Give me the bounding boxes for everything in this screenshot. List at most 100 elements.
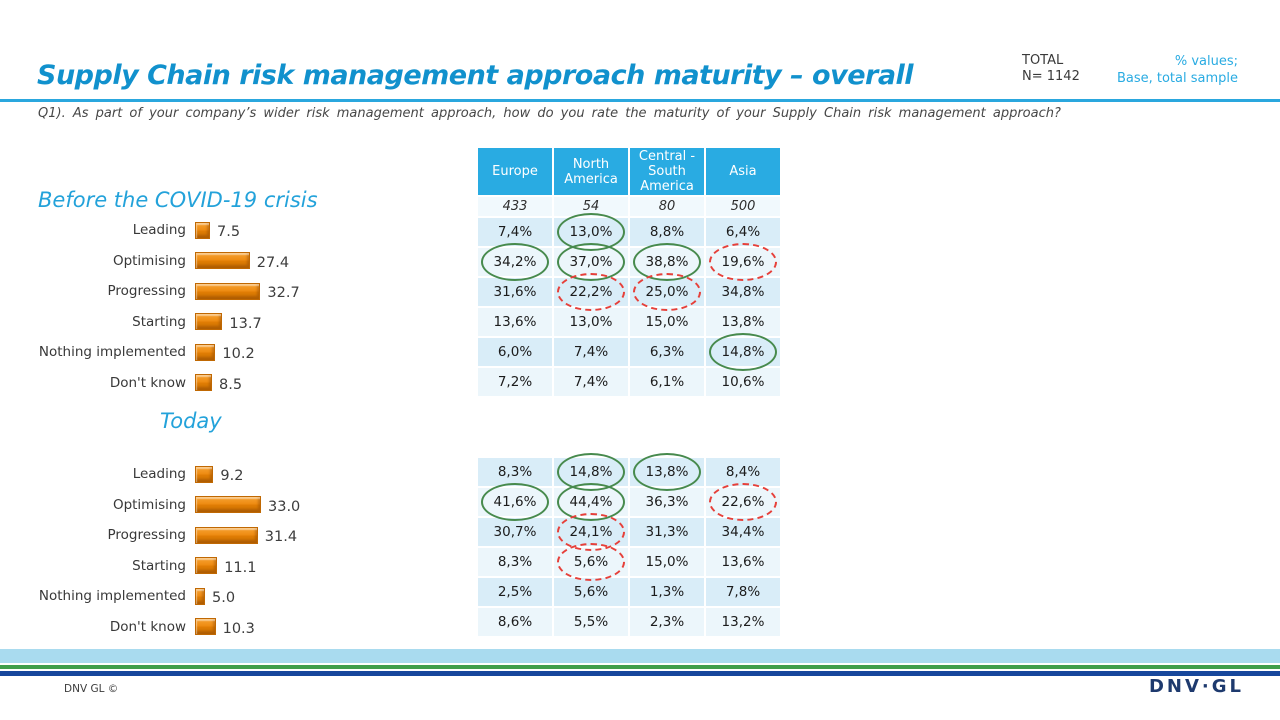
page-title: Supply Chain risk management approach ma… (37, 60, 914, 91)
cell-value: 13,0% (569, 224, 613, 240)
table-cell: 22,2% (554, 273, 628, 311)
values-note-line2: Base, total sample (1116, 71, 1238, 86)
table-cell: 30,7% (478, 518, 552, 546)
bar-label: Optimising (112, 252, 186, 269)
table-cell: 7,2% (478, 368, 552, 396)
cell-value: 22,2% (569, 284, 613, 300)
bar-label: Nothing implemented (38, 344, 186, 361)
table-cell: 13,0% (554, 213, 628, 251)
cell-value: 7,4% (573, 344, 609, 360)
column-header: Asia (706, 148, 780, 195)
cell-value: 8,8% (649, 224, 685, 240)
cell-value: 25,0% (645, 284, 689, 300)
bar-value-label: 8.5 (219, 376, 243, 393)
footer-stripe-green (0, 665, 1280, 669)
table-cell: 6,4% (706, 218, 780, 246)
chart-row: Nothing implemented 5.0 (30, 581, 475, 612)
bar-chart-today: Leading 9.2 Optimising 33.0 Progressing 31.4 S… (30, 459, 475, 642)
table-cell: 13,6% (706, 548, 780, 576)
chart-row: Leading 9.2 (30, 459, 475, 490)
table-cell: 10,6% (706, 368, 780, 396)
table-cell: 13,0% (554, 308, 628, 336)
table-cell: 14,8% (554, 453, 628, 491)
cell-value: 34,4% (721, 524, 765, 540)
cell-value: 30,7% (493, 524, 537, 540)
bar-value-label: 11.1 (224, 559, 257, 576)
bar-label: Leading (132, 466, 186, 483)
cell-value: 14,8% (721, 344, 765, 360)
chart-row: Optimising 33.0 (30, 490, 475, 521)
table-cell: 8,8% (630, 218, 704, 246)
cell-value: 6,4% (725, 224, 761, 240)
base-size-cell: 80 (630, 197, 704, 216)
section-title-before-covid: Before the COVID-19 crisis (38, 188, 318, 212)
cell-value: 8,6% (497, 614, 533, 630)
bar-value-label: 9.2 (220, 468, 244, 485)
chart-row: Leading 7.5 (30, 215, 475, 246)
table-cell: 14,8% (706, 333, 780, 371)
cell-value: 1,3% (649, 584, 685, 600)
section-title-today: Today (160, 409, 222, 433)
cell-value: 34,8% (721, 284, 765, 300)
bar-chart-before-covid: Leading 7.5 Optimising 27.4 Progressing 32.7 S… (30, 215, 475, 398)
table-cell: 13,8% (706, 308, 780, 336)
values-note-line1: % values; (1174, 54, 1238, 69)
table-cell: 7,8% (706, 578, 780, 606)
bar-label: Don't know (109, 618, 186, 635)
title-underline-rule (0, 99, 1280, 102)
bar-value-label: 13.7 (229, 315, 262, 332)
cell-value: 13,0% (569, 314, 613, 330)
bar-value-label: 10.3 (222, 620, 255, 637)
table-cell: 44,4% (554, 483, 628, 521)
bar-value-label: 10.2 (222, 346, 255, 363)
cell-value: 24,1% (569, 524, 613, 540)
table-cell: 31,6% (478, 278, 552, 306)
cell-value: 5,5% (573, 614, 609, 630)
table-cell: 8,4% (706, 458, 780, 486)
table-cell: 5,6% (554, 578, 628, 606)
survey-question: Q1). As part of your company’s wider ris… (38, 106, 1061, 121)
bar-value-label: 32.7 (267, 285, 300, 302)
bar (195, 343, 216, 361)
table-cell: 8,6% (478, 608, 552, 636)
dnv-gl-logo: DNV·GL (1148, 676, 1244, 697)
total-value: N= 1142 (1022, 69, 1080, 84)
table-cell: 15,0% (630, 548, 704, 576)
values-note-block: % values; Base, total sample (1117, 53, 1238, 87)
bar (195, 252, 250, 270)
cell-value: 13,6% (721, 554, 765, 570)
chart-row: Progressing 31.4 (30, 520, 475, 551)
table-cell: 8,3% (478, 458, 552, 486)
table-cell: 15,0% (630, 308, 704, 336)
base-size-cell: 54 (554, 197, 628, 216)
table-cell: 7,4% (478, 218, 552, 246)
bar (195, 465, 214, 483)
cell-value: 7,4% (497, 224, 533, 240)
cell-value: 5,6% (573, 584, 609, 600)
cell-value: 31,6% (493, 284, 537, 300)
bar-label: Starting (132, 313, 186, 330)
cell-value: 6,0% (497, 344, 533, 360)
bar (195, 526, 258, 544)
chart-row: Don't know 10.3 (30, 612, 475, 643)
table-cell: 34,4% (706, 518, 780, 546)
total-sample-block: TOTAL N= 1142 (1022, 53, 1080, 85)
cell-value: 13,2% (721, 614, 765, 630)
cell-value: 38,8% (645, 254, 689, 270)
table-cell: 41,6% (478, 483, 552, 521)
cell-value: 10,6% (721, 374, 765, 390)
table-cell: 34,8% (706, 278, 780, 306)
column-header: Europe (478, 148, 552, 195)
bar-label: Don't know (109, 374, 186, 391)
bar (195, 282, 261, 300)
table-cell: 1,3% (630, 578, 704, 606)
bar-label: Starting (132, 557, 186, 574)
total-label: TOTAL (1022, 53, 1064, 68)
cell-value: 44,4% (569, 494, 613, 510)
bar-value-label: 33.0 (268, 498, 301, 515)
chart-row: Starting 11.1 (30, 551, 475, 582)
table-cell: 7,4% (554, 338, 628, 366)
cell-value: 14,8% (569, 464, 613, 480)
cell-value: 41,6% (493, 494, 537, 510)
